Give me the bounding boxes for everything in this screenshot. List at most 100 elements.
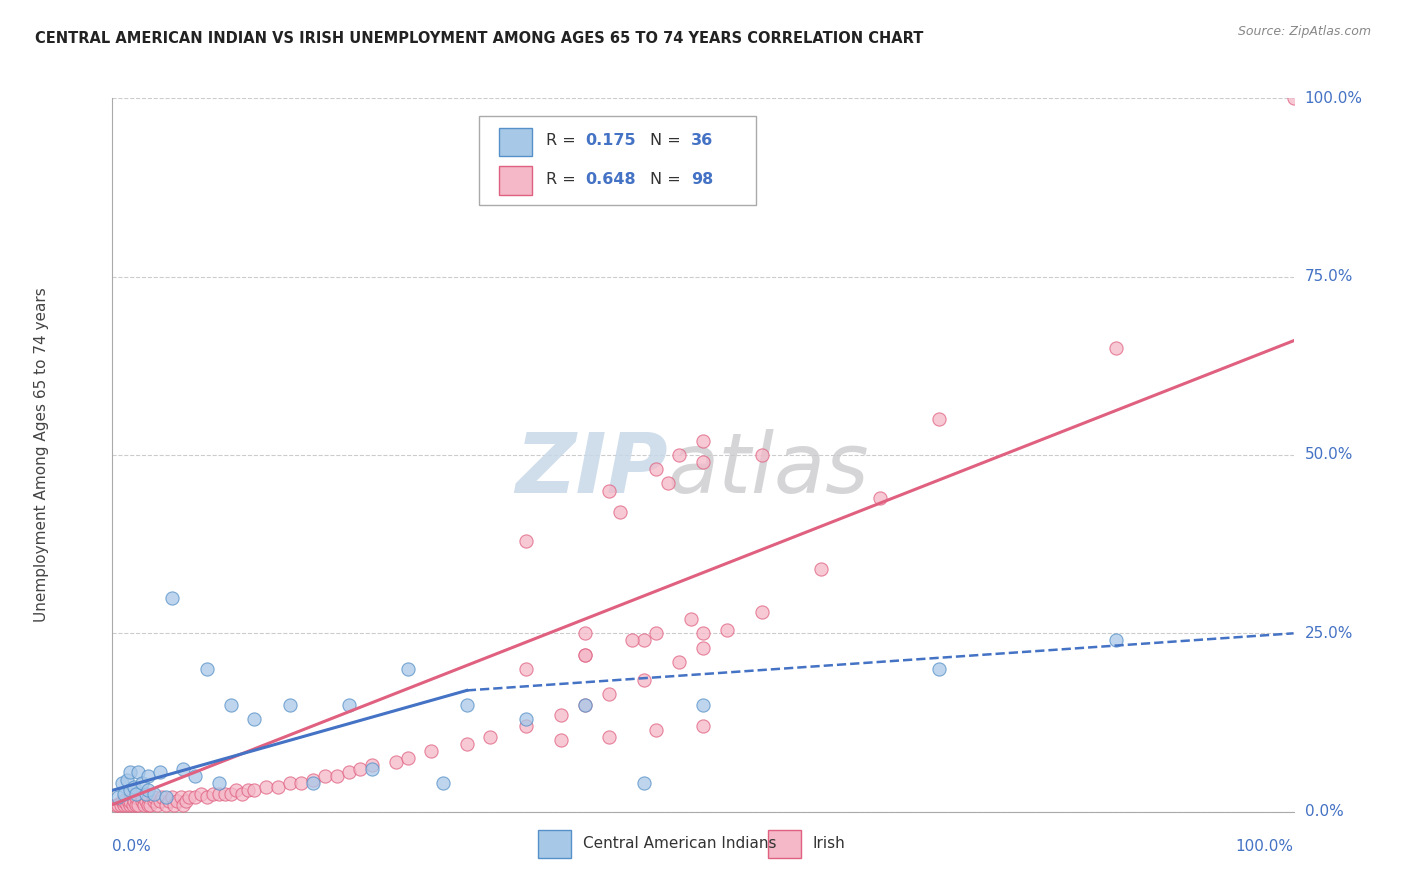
- Point: [112, 797, 135, 812]
- Point: [174, 794, 197, 808]
- Point: [692, 640, 714, 655]
- Point: [127, 765, 149, 780]
- Point: [136, 797, 159, 812]
- Text: N =: N =: [650, 133, 686, 147]
- Point: [136, 790, 159, 805]
- Point: [385, 755, 408, 769]
- Point: [195, 662, 218, 676]
- Point: [633, 633, 655, 648]
- Point: [120, 765, 142, 780]
- Point: [120, 797, 142, 812]
- Point: [302, 772, 325, 787]
- Point: [337, 698, 360, 712]
- Point: [361, 762, 384, 776]
- Point: [115, 797, 138, 812]
- Point: [238, 783, 260, 797]
- Bar: [537, 830, 571, 858]
- Point: [243, 712, 266, 726]
- Point: [134, 797, 156, 812]
- Point: [668, 448, 690, 462]
- Point: [184, 769, 207, 783]
- Point: [692, 434, 714, 448]
- Text: N =: N =: [650, 172, 686, 187]
- Point: [598, 687, 620, 701]
- Point: [515, 712, 537, 726]
- Point: [219, 698, 242, 712]
- Text: 0.0%: 0.0%: [112, 839, 152, 855]
- Point: [598, 730, 620, 744]
- Point: [550, 733, 572, 747]
- Point: [633, 673, 655, 687]
- Point: [609, 505, 631, 519]
- Point: [170, 790, 193, 805]
- Point: [633, 776, 655, 790]
- Point: [326, 769, 349, 783]
- Point: [139, 797, 162, 812]
- Point: [574, 626, 596, 640]
- Point: [135, 794, 157, 808]
- Text: 50.0%: 50.0%: [1305, 448, 1353, 462]
- Point: [515, 719, 537, 733]
- Point: [219, 787, 242, 801]
- Point: [574, 648, 596, 662]
- Point: [668, 655, 690, 669]
- Point: [692, 698, 714, 712]
- Point: [121, 797, 143, 812]
- Point: [681, 612, 703, 626]
- Point: [928, 662, 950, 676]
- Point: [314, 769, 336, 783]
- Point: [657, 476, 679, 491]
- Point: [456, 698, 478, 712]
- Point: [208, 787, 231, 801]
- Point: [456, 737, 478, 751]
- Point: [136, 769, 159, 783]
- Point: [574, 698, 596, 712]
- Point: [166, 794, 188, 808]
- Point: [149, 765, 172, 780]
- Point: [254, 780, 277, 794]
- Point: [278, 698, 301, 712]
- Point: [105, 797, 128, 812]
- Point: [110, 797, 132, 812]
- Point: [157, 794, 180, 808]
- Point: [231, 787, 253, 801]
- Point: [195, 790, 218, 805]
- Point: [122, 794, 145, 808]
- Point: [479, 730, 502, 744]
- Text: Source: ZipAtlas.com: Source: ZipAtlas.com: [1237, 25, 1371, 38]
- Point: [214, 787, 236, 801]
- Point: [243, 783, 266, 797]
- Point: [420, 744, 443, 758]
- Point: [201, 787, 224, 801]
- Point: [1105, 633, 1128, 648]
- Point: [111, 776, 134, 790]
- Text: Central American Indians: Central American Indians: [582, 837, 776, 851]
- Point: [515, 662, 537, 676]
- Point: [692, 626, 714, 640]
- Bar: [499, 128, 531, 156]
- Point: [155, 797, 177, 812]
- Point: [574, 648, 596, 662]
- Point: [692, 719, 714, 733]
- Point: [125, 797, 148, 812]
- Point: [142, 790, 165, 805]
- Point: [155, 790, 177, 805]
- Point: [136, 783, 159, 797]
- Text: ZIP: ZIP: [515, 429, 668, 509]
- Point: [125, 790, 148, 805]
- Text: 100.0%: 100.0%: [1305, 91, 1362, 105]
- Point: [267, 780, 290, 794]
- Text: 100.0%: 100.0%: [1236, 839, 1294, 855]
- Text: 36: 36: [692, 133, 713, 147]
- Point: [574, 698, 596, 712]
- Point: [149, 794, 172, 808]
- Text: 0.0%: 0.0%: [1305, 805, 1343, 819]
- Point: [432, 776, 454, 790]
- Point: [131, 794, 153, 808]
- Point: [1282, 91, 1305, 105]
- Point: [751, 448, 773, 462]
- Point: [179, 790, 201, 805]
- Point: [644, 626, 666, 640]
- Point: [290, 776, 312, 790]
- Text: atlas: atlas: [668, 429, 869, 509]
